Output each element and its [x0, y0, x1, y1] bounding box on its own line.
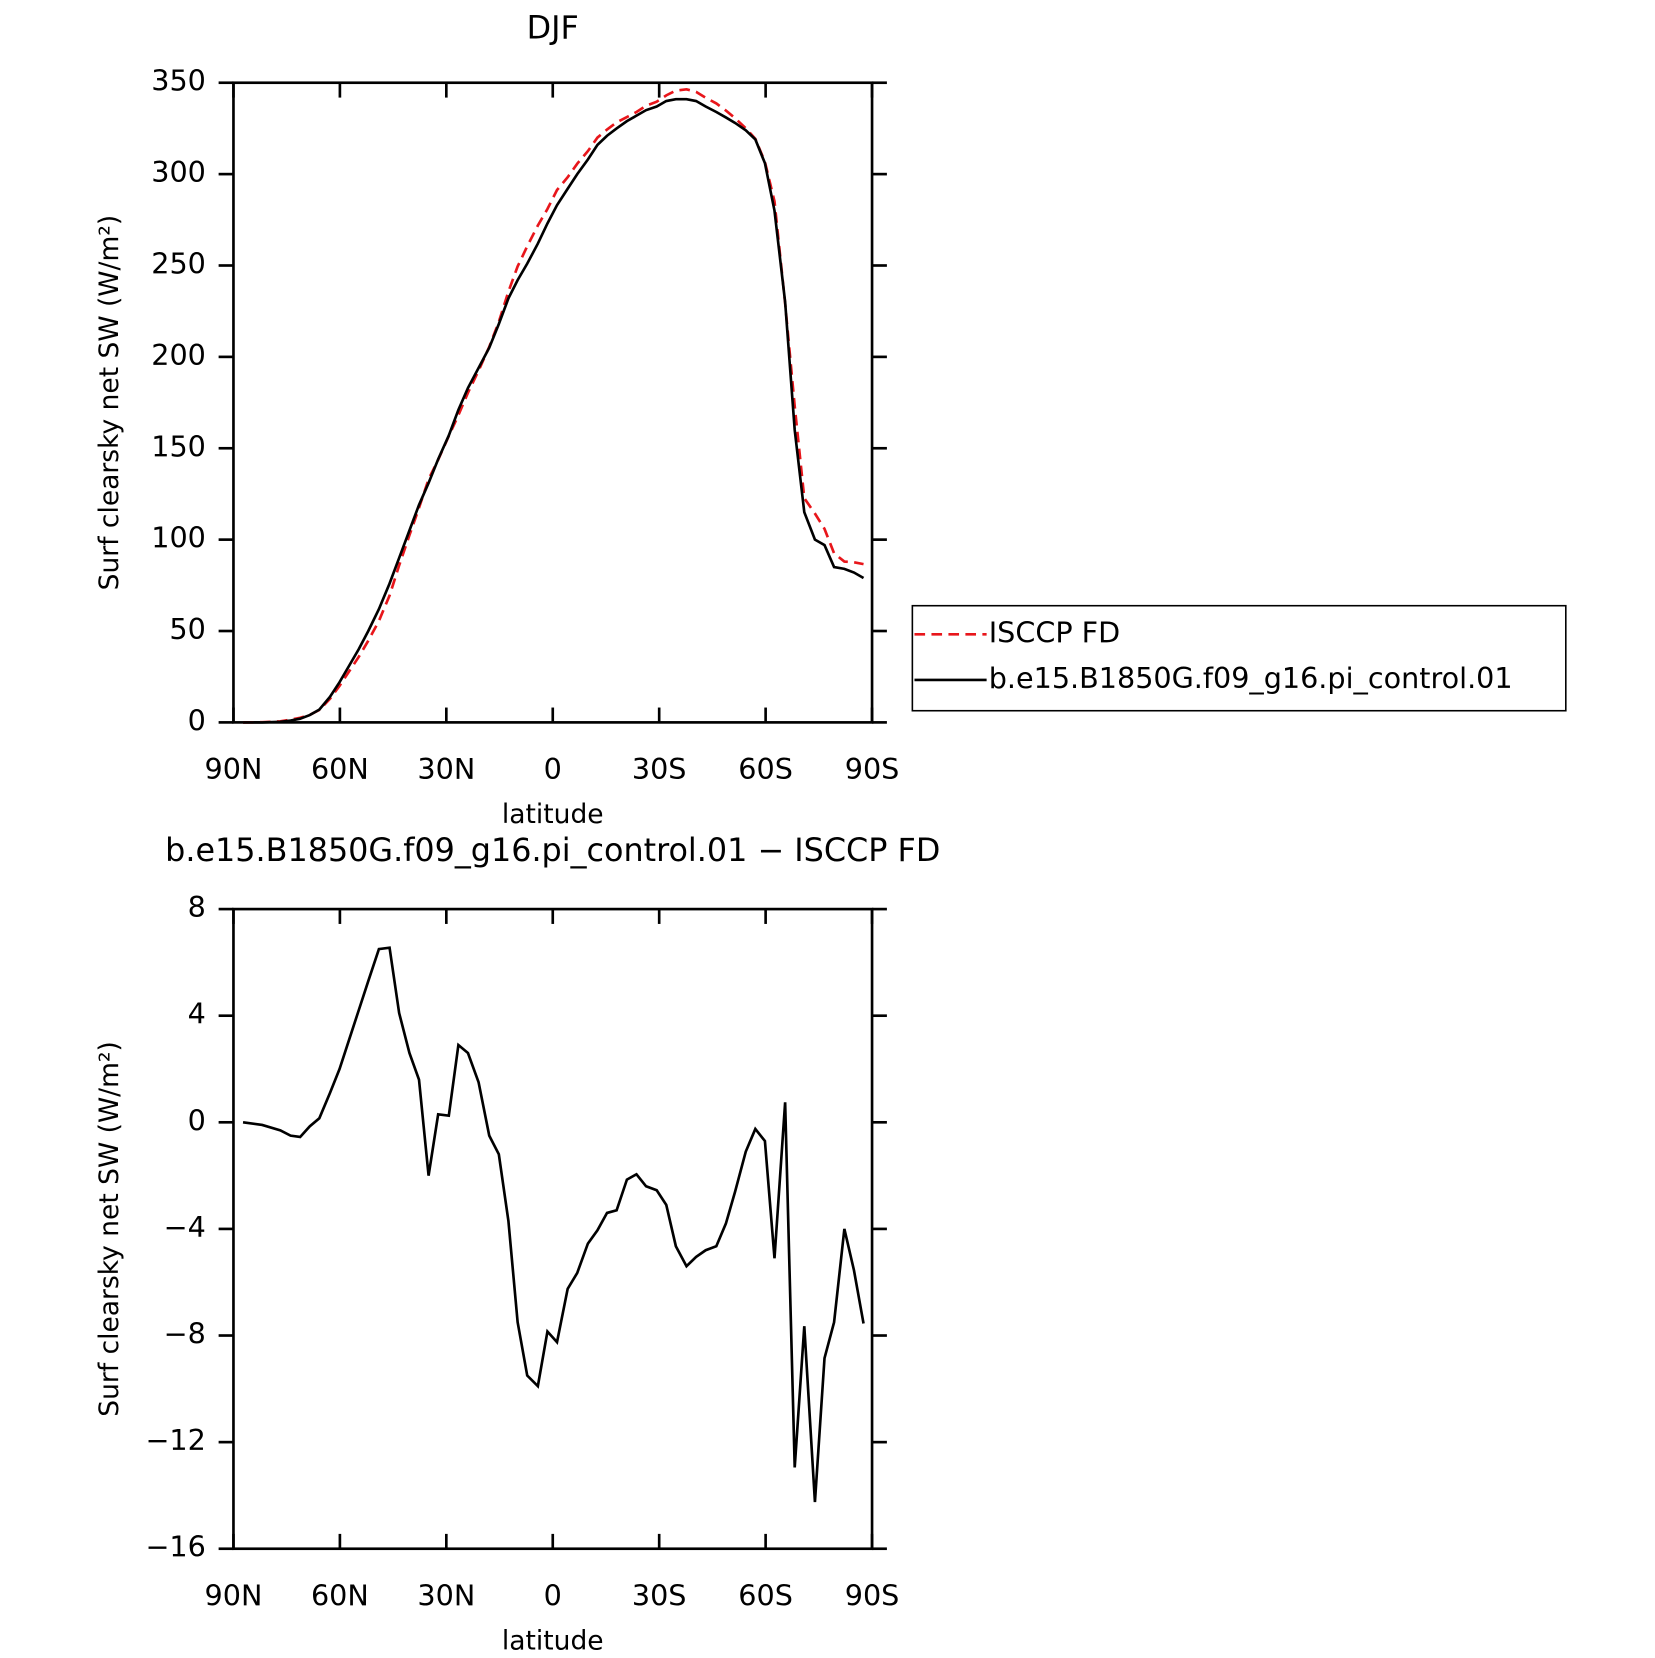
chart-title: DJF	[527, 9, 579, 47]
x-axis-label: latitude	[502, 799, 604, 830]
x-tick-label: 60S	[738, 1579, 793, 1613]
x-tick-label: 90S	[845, 752, 900, 786]
x-tick-label: 60S	[738, 752, 793, 786]
legend-box	[911, 604, 1567, 712]
data-line	[243, 97, 865, 724]
y-tick-label: −8	[164, 1317, 206, 1351]
y-tick-label: 250	[151, 246, 206, 280]
chart-title: b.e15.B1850G.f09_g16.pi_control.01 − ISC…	[165, 831, 940, 869]
y-tick-label: 350	[151, 64, 206, 98]
y-tick-label: 150	[151, 429, 206, 463]
legend-label: b.e15.B1850G.f09_g16.pi_control.01	[989, 661, 1513, 695]
y-axis-label: Surf clearsky net SW (W/m²)	[94, 1041, 125, 1417]
y-tick-label: 300	[151, 155, 206, 189]
x-tick-label: 90N	[205, 752, 263, 786]
x-tick-label: 30S	[632, 1579, 687, 1613]
x-tick-label: 90S	[845, 1579, 900, 1613]
y-tick-label: 4	[188, 997, 206, 1031]
x-tick-label: 0	[544, 752, 562, 786]
y-tick-label: 200	[151, 338, 206, 372]
x-tick-label: 60N	[311, 1579, 369, 1613]
y-tick-label: 0	[188, 1103, 206, 1137]
x-tick-label: 30N	[417, 752, 475, 786]
x-axis-label: latitude	[502, 1626, 604, 1657]
y-tick-label: 8	[188, 890, 206, 924]
x-tick-label: 30S	[632, 752, 687, 786]
y-tick-label: −16	[145, 1530, 205, 1564]
y-tick-label: −12	[145, 1423, 205, 1457]
data-line	[242, 946, 865, 1503]
y-tick-label: 100	[151, 521, 206, 555]
y-tick-label: 50	[169, 612, 205, 646]
legend-label: ISCCP FD	[989, 615, 1120, 649]
y-tick-label: 0	[188, 703, 206, 737]
x-tick-label: 90N	[205, 1579, 263, 1613]
x-tick-label: 60N	[311, 752, 369, 786]
y-axis-label: Surf clearsky net SW (W/m²)	[94, 215, 125, 591]
x-tick-label: 30N	[417, 1579, 475, 1613]
y-tick-label: −4	[164, 1210, 206, 1244]
plot-frame	[232, 81, 874, 724]
x-tick-label: 0	[544, 1579, 562, 1613]
